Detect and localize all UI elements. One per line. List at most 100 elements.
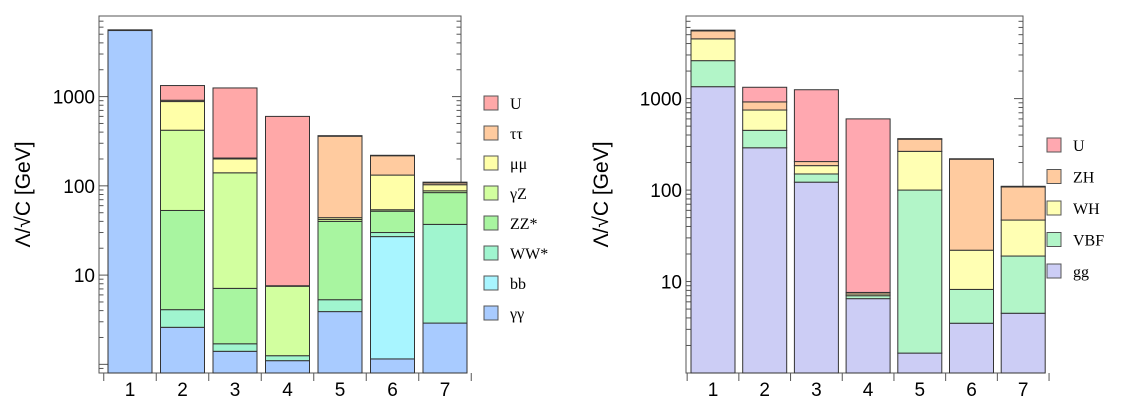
legend-label: bb [510, 276, 526, 293]
bar-segment-5-WH [897, 150, 943, 191]
bar-segment-3-gg [793, 181, 839, 374]
y-tick-label: 10 [74, 266, 95, 287]
x-tick-label: 7 [1018, 380, 1029, 399]
bar-segment-6-ZH [949, 158, 994, 251]
bar-segment-3-γγ [212, 350, 258, 374]
y-tick-label: 100 [63, 177, 95, 198]
legend-label: γZ [509, 186, 527, 203]
bar-segment-1-U [690, 29, 736, 32]
bar-segment-4-U [845, 118, 891, 293]
bar-segment-1-WH [690, 38, 736, 62]
legend-label: μμ [510, 156, 527, 173]
legend-label: VBF [1073, 233, 1104, 250]
x-tick-label: 3 [230, 380, 241, 399]
bar-segment-2-γZ [160, 129, 205, 211]
bar-segment-1-γγ [107, 30, 153, 374]
legend-label: WW* [510, 246, 548, 263]
bar-segment-2-U [742, 86, 788, 103]
bar-segment-2-U [160, 85, 205, 101]
x-tick-label: 1 [708, 380, 719, 399]
y-tick-label: 1000 [53, 88, 95, 109]
bar-segment-5-VBF [897, 189, 943, 354]
bar-segment-2-μμ [160, 101, 205, 131]
bar-segment-7-γγ [422, 322, 468, 374]
legend-swatch [1046, 232, 1062, 247]
legend-swatch [483, 125, 499, 141]
bar-segment-2-WW* [160, 309, 205, 328]
y-tick-label: 10 [661, 273, 682, 294]
bar-segment-5-U [317, 135, 363, 137]
bar-segment-3-ZH [793, 161, 839, 167]
y-axis-label: Λ/√C [GeV] [12, 141, 35, 247]
x-tick-label: 4 [282, 380, 293, 399]
bar-segment-7-U [1000, 185, 1046, 188]
bar-segment-7-gg [1000, 312, 1046, 374]
y-axis-label: Λ/√C [GeV] [590, 141, 613, 247]
y-tick-label: 1000 [640, 90, 682, 111]
legend-label: γγ [509, 306, 524, 323]
bar-segment-2-ZH [742, 101, 788, 111]
bar-segment-4-γZ [265, 285, 310, 357]
bar-segment-4-WW* [265, 355, 310, 362]
legend-label: ZZ* [510, 216, 538, 233]
left-chart-panel: 10 100 1000 Λ/√C [GeV] 1 2 3 4 5 6 7 Uττ μμ γZ ZZ* WW* b… [12, 15, 548, 399]
bar-segment-3-U [793, 89, 839, 163]
x-tick-label: 6 [387, 380, 398, 399]
legend-swatch [1046, 200, 1062, 216]
legend-label: U [1073, 138, 1085, 155]
x-tick-label: 5 [915, 380, 926, 399]
bar-segment-6-WW* [370, 232, 415, 238]
legend-swatch [483, 95, 499, 111]
legend-label: gg [1073, 264, 1089, 281]
bar-segment-1-ZH [690, 30, 736, 40]
bar-segment-1-U [107, 29, 153, 32]
x-tick-label: 2 [759, 380, 770, 399]
bar-segment-5-ZH [897, 138, 943, 152]
x-tick-label: 7 [440, 380, 451, 399]
legend-swatch [1046, 263, 1062, 279]
bar-segment-1-gg [690, 86, 736, 374]
bar-segment-7-ZH [1000, 186, 1046, 221]
legend-swatch [483, 155, 499, 171]
bar-segment-1-VBF [690, 60, 736, 88]
bar-segment-6-U [370, 154, 415, 157]
x-tick-label: 5 [335, 380, 346, 399]
bar-segment-7-μμ [422, 184, 468, 192]
legend-label: ZH [1073, 170, 1095, 187]
bar-segment-3-μμ [212, 158, 258, 174]
bar-segment-5-ZZ* [317, 220, 363, 301]
bar-segment-7-VBF [1000, 255, 1046, 314]
x-tick-label: 4 [863, 380, 874, 399]
bar-segment-3-U [212, 87, 258, 159]
bar-segment-2-VBF [742, 129, 788, 149]
legend-label: U [510, 96, 522, 113]
bar-segment-4-γγ [265, 360, 310, 374]
bar-segment-4-U [265, 115, 310, 287]
legend: Uττ μμ γZ ZZ* WW* bb γγ [483, 95, 548, 323]
legend-swatch [483, 185, 499, 201]
legend-swatch [483, 215, 499, 231]
bar-segment-3-WW* [212, 343, 258, 352]
bar-segment-6-gg [949, 322, 994, 374]
bar-segment-6-ZZ* [370, 210, 415, 234]
y-tick-label: 100 [650, 181, 682, 202]
legend-swatch [483, 305, 499, 321]
legend-label: WH [1073, 201, 1100, 218]
bar-segment-6-ττ [370, 155, 415, 176]
x-tick-label: 1 [125, 380, 136, 399]
bar-segment-7-WH [1000, 219, 1046, 257]
bar-segment-5-WW* [317, 299, 363, 313]
legend: U ZH WH VBF gg [1046, 137, 1104, 281]
bar-segment-6-bb [370, 236, 415, 360]
bar-segment-7-U [422, 181, 468, 184]
x-tick-label: 3 [811, 380, 822, 399]
bar-segment-3-γZ [212, 172, 258, 289]
bar-segment-3-WH [793, 165, 839, 175]
bar-segment-3-ZZ* [212, 287, 258, 345]
bar-segment-7-ZZ* [422, 192, 468, 225]
bar-segment-4-gg [845, 298, 891, 374]
bar-segment-5-ττ [317, 135, 363, 219]
bar-segment-5-U [897, 138, 943, 140]
bar-segment-2-WH [742, 109, 788, 131]
